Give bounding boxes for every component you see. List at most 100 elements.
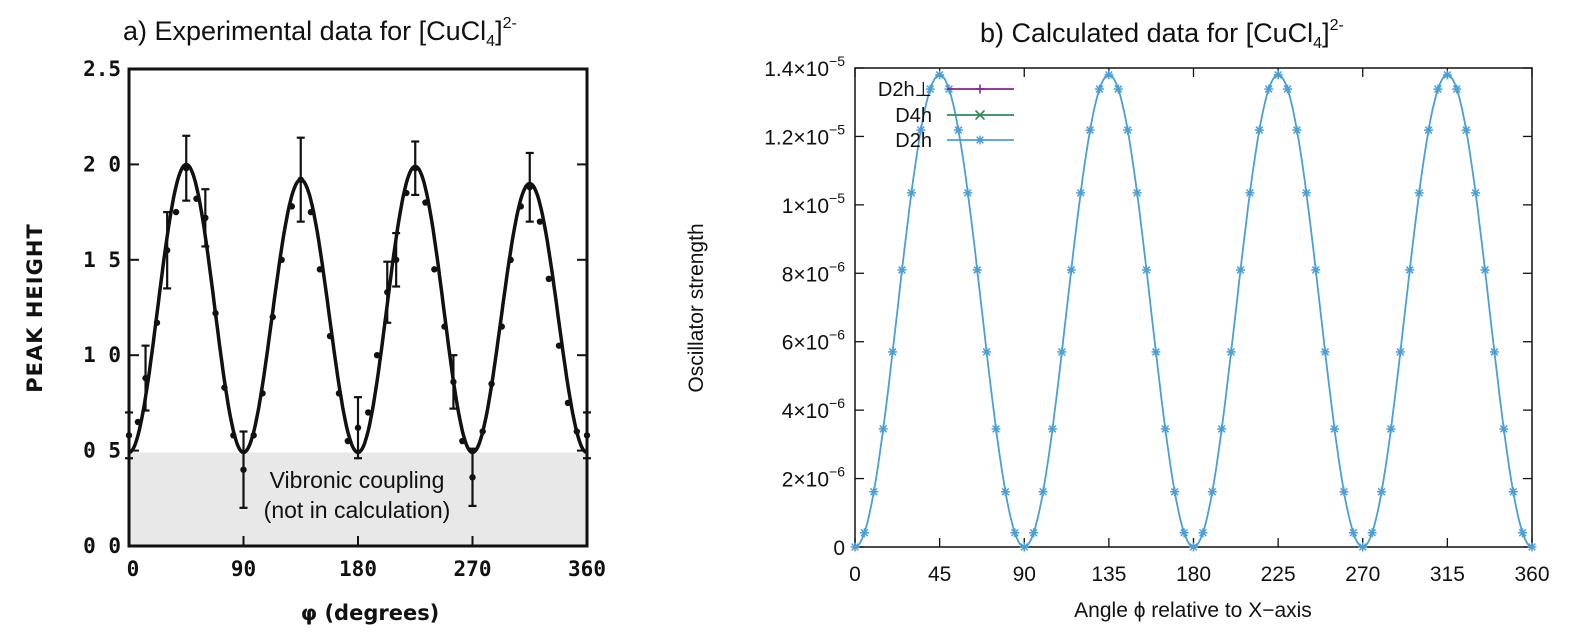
y-tick-label: 1×10−5 — [782, 190, 845, 218]
panel-a-y-ticks: 0 0 0 5 1 0 1 5 2 0 2.5 — [83, 57, 587, 558]
data-point — [1292, 125, 1302, 135]
data-point — [182, 134, 191, 202]
data-point — [1029, 528, 1039, 538]
data-point — [1189, 542, 1198, 552]
data-point — [1311, 265, 1321, 275]
data-point — [1104, 70, 1114, 80]
x-tick-label: 315 — [1430, 563, 1465, 586]
y-tick-label: 0 0 — [83, 534, 121, 558]
data-point — [517, 203, 525, 210]
data-point — [1132, 188, 1142, 198]
y-tick-label: 1 5 — [83, 248, 121, 272]
data-point — [1283, 84, 1293, 94]
data-point — [982, 347, 992, 357]
data-point — [906, 188, 916, 198]
data-point — [193, 195, 200, 202]
data-point — [354, 396, 362, 460]
data-point — [1245, 188, 1255, 198]
data-point — [1301, 188, 1311, 198]
data-point — [1518, 528, 1528, 538]
data-point — [326, 332, 334, 340]
legend-entry: D4h — [895, 105, 1014, 127]
y-tick-label: 0 — [833, 537, 845, 560]
data-point — [1489, 347, 1499, 357]
data-point — [1442, 70, 1452, 80]
data-point — [392, 231, 401, 288]
data-point — [479, 428, 486, 435]
data-point — [449, 354, 458, 410]
data-point — [1348, 528, 1358, 538]
data-point — [288, 203, 296, 210]
data-point — [536, 218, 544, 225]
data-point — [1264, 84, 1274, 94]
data-point — [344, 437, 352, 445]
data-point — [564, 399, 572, 407]
x-tick-label: 90 — [231, 557, 256, 581]
data-point — [316, 266, 324, 273]
data-point — [555, 342, 563, 349]
annotation-line-1: Vibronic coupling — [270, 467, 445, 493]
data-point — [1273, 70, 1283, 80]
y-tick-label: 2.5 — [83, 57, 121, 81]
data-point — [963, 188, 973, 198]
data-point — [525, 151, 534, 223]
x-tick-label: 360 — [568, 557, 606, 581]
data-point — [583, 411, 591, 460]
data-point — [1339, 487, 1349, 497]
data-point — [1395, 347, 1405, 357]
data-point — [403, 189, 410, 197]
series-d2h-markers — [850, 70, 1537, 552]
data-point — [1047, 424, 1057, 434]
data-point — [1151, 347, 1161, 357]
data-point — [134, 418, 142, 426]
data-point — [953, 125, 963, 135]
panel-a-data-points — [125, 134, 591, 509]
data-point — [307, 208, 315, 216]
data-point — [1207, 487, 1217, 497]
data-point — [411, 140, 420, 197]
x-tick-label: 90 — [1013, 563, 1036, 586]
data-point — [1094, 84, 1104, 94]
data-point — [1254, 125, 1264, 135]
legend-label: D2h⊥ — [878, 79, 932, 101]
data-point — [1452, 84, 1462, 94]
data-point — [459, 437, 466, 445]
y-tick-label: 2 0 — [83, 152, 121, 176]
y-tick-label: 8×10−6 — [782, 258, 845, 286]
legend-entry: D2h⊥ — [878, 79, 1014, 101]
x-tick-label: 0 — [849, 563, 861, 586]
y-tick-label: 6×10−6 — [782, 327, 845, 355]
data-point — [888, 347, 898, 357]
data-point — [1424, 125, 1434, 135]
data-point — [507, 256, 514, 263]
data-point — [545, 275, 553, 283]
legend-entry: D2h — [895, 130, 1014, 152]
y-tick-label: 2×10−6 — [782, 464, 845, 492]
data-point — [1019, 542, 1029, 552]
data-point — [1320, 347, 1330, 357]
x-tick-label: 45 — [928, 563, 951, 586]
data-point — [573, 428, 581, 435]
y-tick-label: 1.4×10−5 — [764, 53, 845, 81]
data-point — [1405, 265, 1415, 275]
data-point — [1057, 347, 1067, 357]
data-point — [163, 211, 172, 290]
y-tick-label: 4×10−6 — [782, 395, 845, 423]
data-point — [230, 432, 237, 439]
panel-b: b) Calculated data for [CuCl4]2- 0 2×10−6… — [685, 17, 1550, 622]
data-point — [296, 136, 305, 223]
data-point — [991, 424, 1001, 434]
data-point — [1414, 188, 1424, 198]
data-point — [1113, 84, 1123, 94]
data-point — [212, 310, 219, 317]
data-point — [1066, 265, 1076, 275]
y-tick-label: 0 5 — [83, 439, 121, 463]
data-point — [1330, 424, 1340, 434]
shaded-region — [129, 452, 587, 546]
data-point — [1000, 487, 1010, 497]
data-point — [373, 352, 381, 359]
data-point — [935, 70, 945, 80]
panel-a-x-ticks: 0 90 180 270 360 — [127, 536, 606, 581]
x-tick-label: 270 — [454, 557, 492, 581]
panel-b-x-axis-label: Angle ϕ relative to X−axis — [1074, 599, 1312, 622]
